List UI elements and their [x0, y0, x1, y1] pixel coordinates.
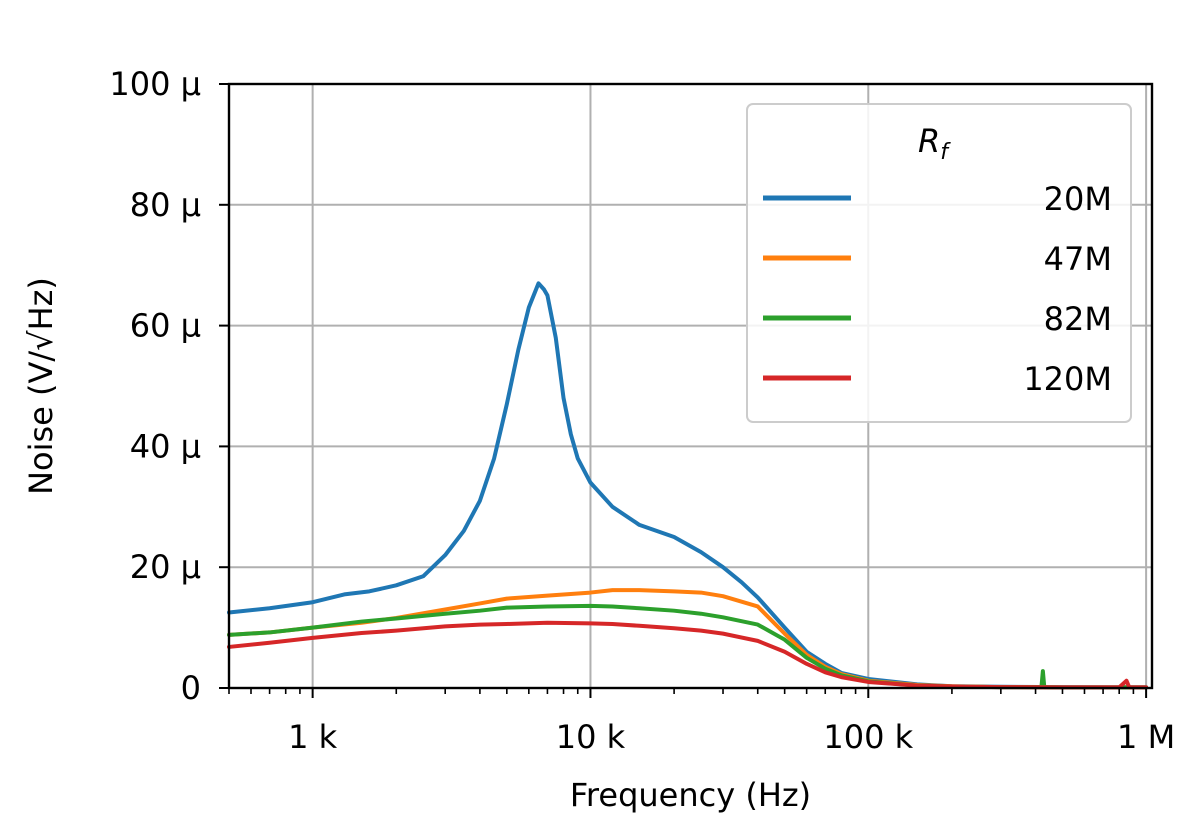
y-tick-label: 20 µ	[130, 548, 201, 586]
x-tick-label: 1 M	[1117, 718, 1175, 756]
x-tick-label: 100 k	[823, 718, 913, 756]
legend-label: 47M	[1044, 240, 1112, 278]
y-tick-label: 80 µ	[130, 186, 201, 224]
y-axis-title: Noise (V/√Hz)	[22, 277, 60, 495]
y-tick-label: 60 µ	[130, 307, 201, 345]
y-tick-label: 40 µ	[130, 427, 201, 465]
legend-label: 82M	[1044, 300, 1112, 338]
legend-title: Rf	[918, 122, 951, 165]
x-axis-title: Frequency (Hz)	[570, 776, 811, 814]
x-tick-label: 1 k	[288, 718, 338, 756]
y-tick-label: 0	[181, 669, 201, 707]
y-tick-label: 100 µ	[109, 65, 201, 103]
legend-label: 120M	[1023, 360, 1112, 398]
legend-box	[746, 103, 1132, 423]
ticks-layer: 1 k 10 k 100 k 1 M 0 20 µ 40 µ 60 µ 80 µ 100 µ	[109, 65, 1175, 756]
legend: Rf 20M 47M 82M 120M	[746, 103, 1132, 423]
x-tick-label: 10 k	[556, 718, 626, 756]
plot-frame	[227, 82, 1154, 690]
legend-label: 20M	[1044, 180, 1112, 218]
